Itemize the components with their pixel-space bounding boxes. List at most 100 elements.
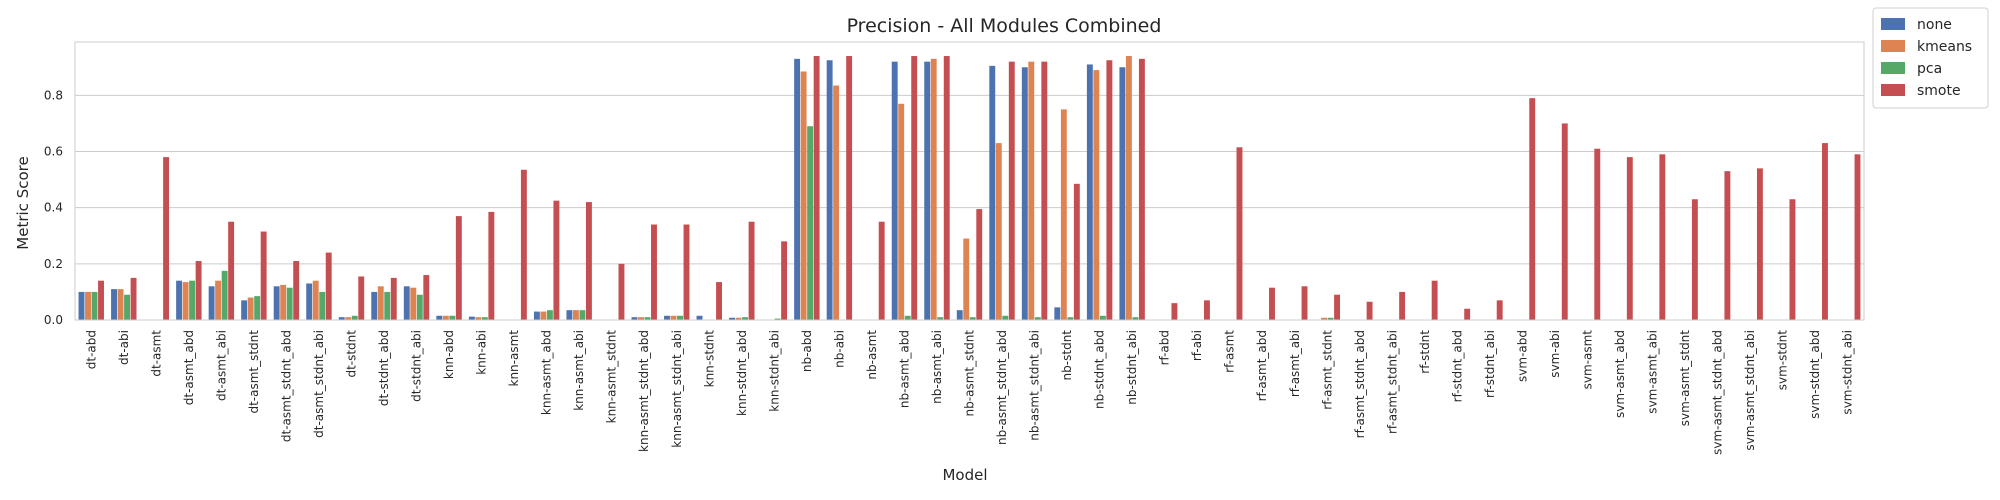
bar-none	[566, 310, 573, 320]
x-tick-label: nb-asmt_abd	[897, 330, 911, 408]
x-tick-label: rf-stdnt	[1418, 330, 1432, 374]
bar-kmeans	[833, 85, 840, 320]
x-tick-label: nb-stdnt_abi	[1125, 330, 1139, 405]
x-tick-label: rf-asmt_stdnt_abd	[1353, 330, 1367, 438]
bar-smote	[1203, 300, 1210, 320]
bar-pca	[286, 287, 293, 320]
bar-kmeans	[1060, 109, 1067, 320]
bar-pca	[1099, 315, 1106, 320]
bar-kmeans	[800, 71, 807, 320]
bar-none	[403, 286, 410, 320]
x-tick-label: knn-stdnt_abi	[767, 330, 781, 412]
x-tick-label: knn-asmt	[507, 330, 521, 387]
x-tick-label: nb-stdnt_abd	[1093, 330, 1107, 409]
bar-none	[468, 316, 475, 320]
bar-smote	[1822, 143, 1828, 320]
x-tick-label: rf-asmt_stdnt	[1320, 330, 1334, 410]
bar-none	[924, 61, 931, 321]
bar-kmeans	[280, 284, 287, 320]
bar-none	[273, 286, 280, 320]
bar-kmeans	[735, 317, 742, 320]
bar-smote	[1431, 280, 1438, 320]
bar-smote	[1594, 148, 1601, 320]
bar-kmeans	[930, 58, 937, 321]
bar-none	[891, 61, 898, 321]
bars-group	[78, 56, 1861, 321]
bar-smote	[911, 56, 918, 320]
bar-pca	[1132, 317, 1139, 320]
bar-smote	[325, 252, 332, 320]
bar-none	[533, 311, 540, 320]
bar-kmeans	[182, 282, 189, 320]
x-tick-label: rf-abi	[1190, 330, 1204, 361]
x-tick-label: svm-stdnt_abd	[1808, 330, 1822, 419]
y-tick-label: 0.8	[44, 88, 63, 102]
bar-pca	[319, 291, 326, 320]
x-tick-label: knn-abd	[442, 330, 456, 379]
x-tick-label: svm-asmt_stdnt_abd	[1711, 330, 1725, 455]
bar-kmeans	[345, 317, 352, 320]
bar-kmeans	[312, 280, 319, 320]
bar-pca	[91, 291, 98, 320]
x-axis-label: Model	[942, 466, 987, 484]
bar-kmeans	[85, 291, 91, 320]
bar-kmeans	[442, 315, 449, 320]
bar-none	[338, 317, 345, 320]
bar-pca	[1002, 315, 1009, 320]
x-tick-label: svm-asmt_abi	[1646, 330, 1660, 414]
x-tick-label: svm-abi	[1548, 330, 1562, 378]
bar-smote	[1236, 147, 1243, 320]
bar-none	[826, 60, 833, 320]
x-tick-label: svm-asmt_stdnt	[1678, 330, 1692, 427]
bar-pca	[807, 126, 814, 320]
bar-none	[1086, 64, 1093, 320]
bar-pca	[546, 310, 553, 320]
x-tick-label: nb-asmt_abi	[930, 330, 944, 404]
bar-smote	[1464, 308, 1471, 320]
bar-smote	[1041, 61, 1048, 321]
bar-smote	[1691, 199, 1698, 320]
bar-smote	[1008, 61, 1015, 321]
bar-kmeans	[1028, 61, 1035, 321]
bar-none	[78, 291, 85, 320]
bar-smote	[455, 216, 462, 320]
x-tick-label: knn-stdnt	[702, 330, 716, 388]
bar-kmeans	[1125, 56, 1132, 320]
x-tick-label: knn-asmt_stdnt_abd	[637, 330, 651, 452]
bar-none	[436, 315, 443, 320]
x-tick-label: svm-asmt	[1581, 330, 1595, 390]
bar-smote	[293, 261, 300, 320]
bar-none	[1054, 307, 1061, 320]
bar-smote	[618, 263, 625, 320]
bar-smote	[1334, 294, 1341, 320]
bar-smote	[520, 169, 527, 320]
bar-smote	[1756, 168, 1763, 320]
x-tick-label: svm-stdnt	[1776, 330, 1790, 391]
bar-smote	[1073, 183, 1080, 320]
bar-smote	[1171, 303, 1178, 320]
x-tick-label: dt-stdnt	[344, 330, 358, 378]
bar-smote	[423, 275, 430, 320]
bar-pca	[579, 310, 586, 320]
bar-smote	[228, 221, 235, 320]
x-tick-label: rf-asmt	[1223, 330, 1237, 373]
bar-smote	[585, 202, 592, 320]
x-tick-label: knn-asmt_stdnt	[605, 330, 619, 424]
x-tick-label: dt-asmt_stdnt_abi	[312, 330, 326, 438]
bar-smote	[488, 211, 495, 320]
bar-none	[956, 310, 963, 320]
x-tick-label: rf-stdnt_abi	[1483, 330, 1497, 398]
legend-swatch-none	[1881, 18, 1905, 30]
y-tick-label: 0.2	[44, 257, 63, 271]
x-tick-label: knn-asmt_abi	[572, 330, 586, 411]
bar-smote	[976, 209, 983, 320]
x-tick-label: dt-asmt	[149, 330, 163, 377]
bar-smote	[195, 261, 202, 320]
plot-frame	[74, 41, 1865, 321]
bar-kmeans	[410, 287, 417, 320]
bar-smote	[813, 56, 820, 320]
bar-pca	[351, 315, 358, 320]
x-tick-label: rf-stdnt_abd	[1450, 330, 1464, 402]
bar-none	[176, 280, 183, 320]
x-tick-label: nb-asmt_stdnt_abi	[1028, 330, 1042, 441]
